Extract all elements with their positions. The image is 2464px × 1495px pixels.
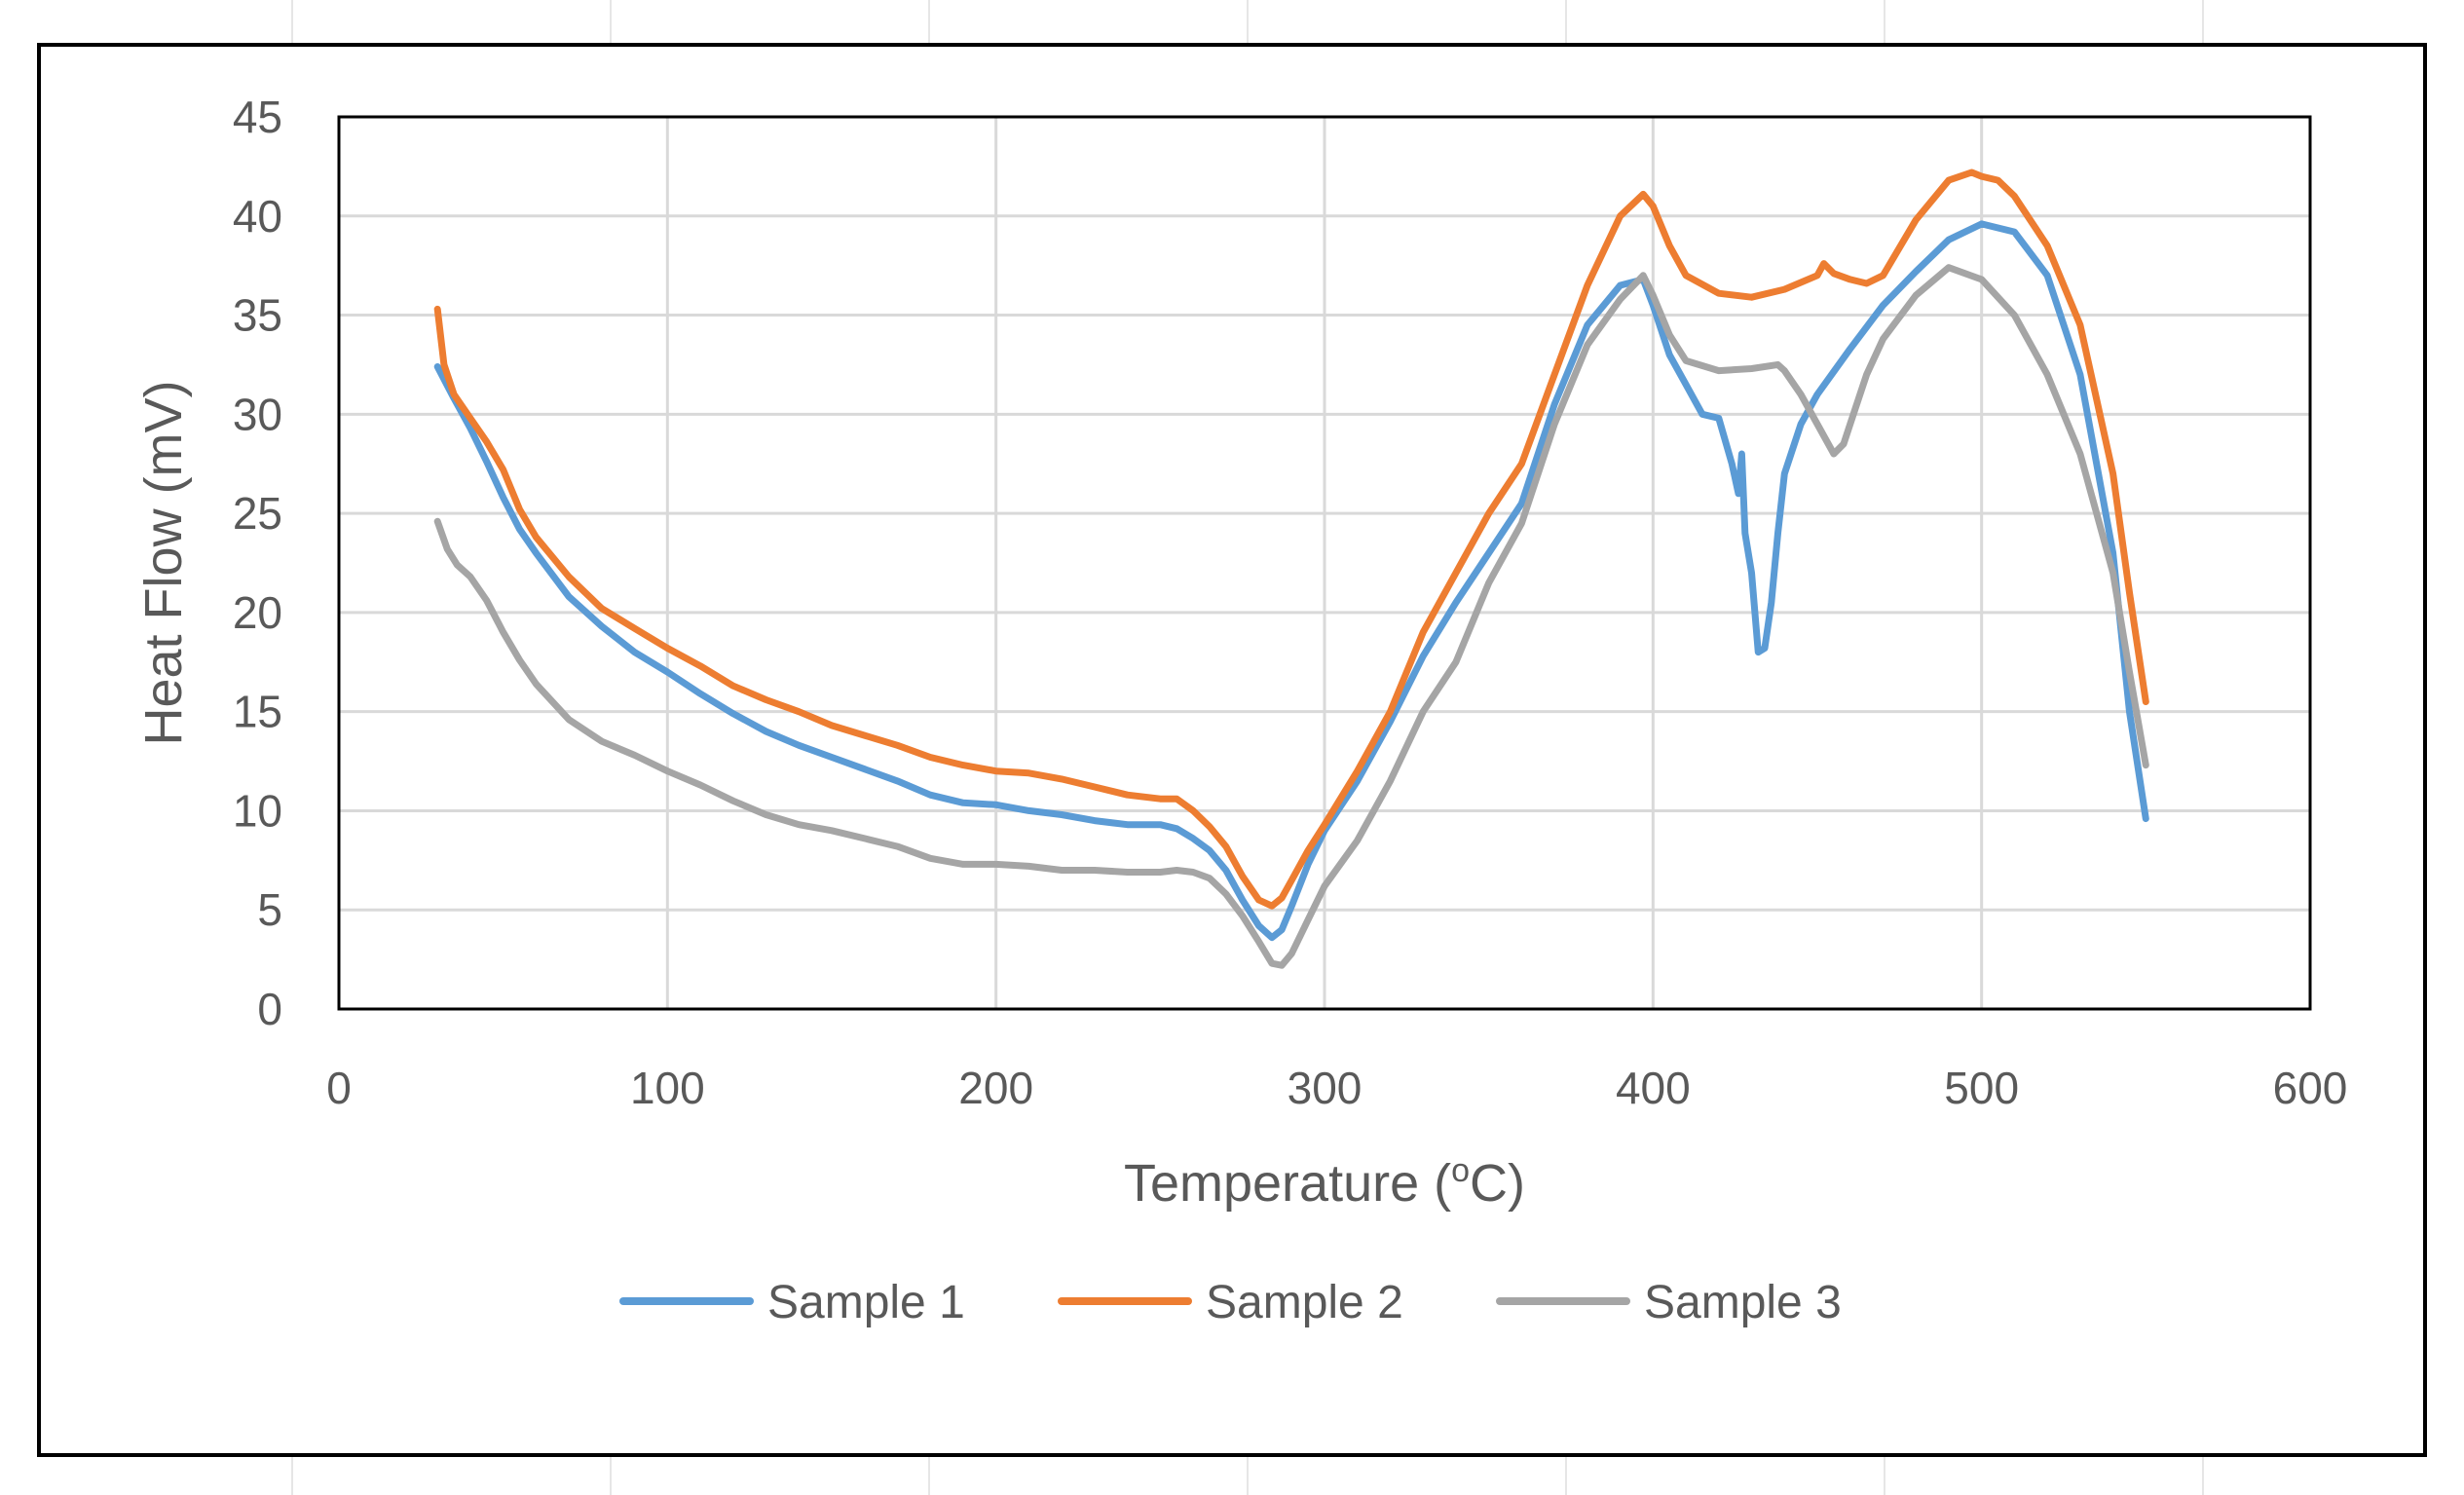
x-tick-label: 100 (630, 1063, 705, 1113)
x-tick-label: 500 (1944, 1063, 2019, 1113)
x-axis-title-degree-sup: o (1451, 1152, 1470, 1189)
y-tick-label: 35 (233, 290, 282, 341)
x-axis-title: Temperature (oC) (1124, 1152, 1525, 1213)
x-tick-label: 600 (2273, 1063, 2348, 1113)
x-tick-label: 200 (958, 1063, 1033, 1113)
y-axis-title: Heat Flow (mV) (134, 380, 193, 745)
y-tick-label: 10 (233, 785, 282, 836)
y-tick-label: 25 (233, 488, 282, 539)
legend-label-sample-1: Sample 1 (767, 1277, 965, 1328)
y-tick-label: 0 (257, 984, 282, 1034)
series-line-sample-2[interactable] (433, 168, 2149, 910)
series-line-sample-3[interactable] (433, 264, 2149, 969)
y-tick-label: 15 (233, 687, 282, 737)
x-tick-label: 0 (326, 1063, 352, 1113)
x-axis-title-tail: C) (1470, 1154, 1525, 1213)
x-axis-ticks: 0 100 200 300 400 500 600 (326, 1063, 2347, 1113)
gridlines (339, 117, 2310, 1009)
spreadsheet-background-grid (291, 0, 2204, 1495)
legend-label-sample-3: Sample 3 (1644, 1277, 1842, 1328)
y-tick-label: 5 (257, 884, 282, 935)
y-tick-label: 30 (233, 389, 282, 439)
series-line-sample-1[interactable] (433, 220, 2149, 942)
chart-area-frame[interactable] (37, 43, 2427, 1457)
y-tick-label: 40 (233, 191, 282, 242)
series-lines (433, 168, 2149, 969)
x-axis-title-main: Temperature ( (1124, 1154, 1451, 1213)
y-tick-label: 45 (233, 92, 282, 142)
plot-area-border (337, 115, 2312, 1011)
y-tick-label: 20 (233, 587, 282, 638)
y-axis-ticks: 0 5 10 15 20 25 30 35 40 45 (233, 92, 282, 1034)
legend-label-sample-2: Sample 2 (1206, 1277, 1403, 1328)
legend[interactable]: Sample 1 Sample 2 Sample 3 (619, 1277, 1842, 1328)
x-tick-label: 300 (1288, 1063, 1363, 1113)
x-tick-label: 400 (1616, 1063, 1691, 1113)
